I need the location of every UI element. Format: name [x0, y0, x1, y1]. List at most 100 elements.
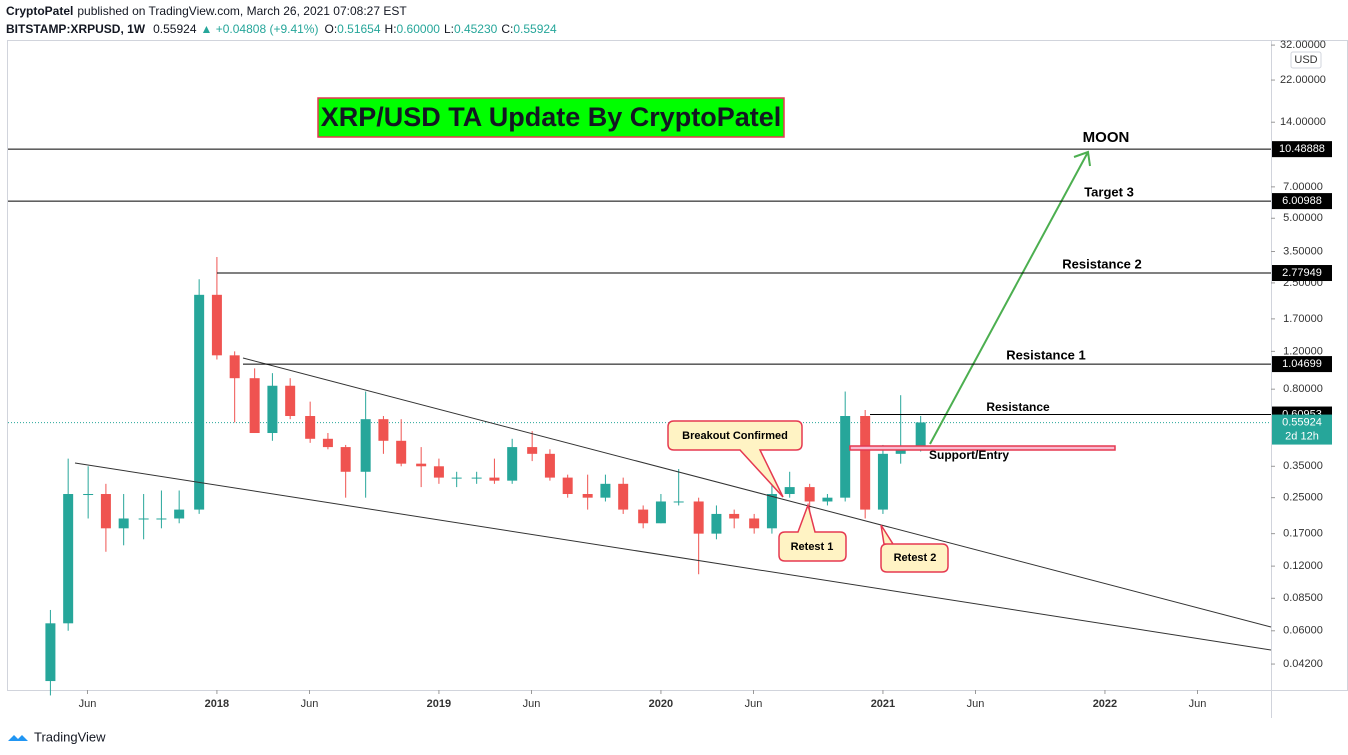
candle-body [396, 440, 407, 464]
candle-body [822, 497, 833, 502]
published: published on TradingView.com, March 26, … [77, 4, 407, 18]
level-label-bg [1272, 193, 1332, 210]
o-label: O: [324, 22, 337, 36]
level-label-bg [1272, 356, 1332, 373]
candle-body [655, 501, 666, 524]
y-tick-label: 0.12000 [1283, 560, 1323, 572]
y-tick-label: 22.00000 [1280, 74, 1326, 86]
candle-body [249, 378, 260, 434]
y-tick-label: 0.17000 [1283, 528, 1323, 540]
candle-body [600, 483, 611, 498]
y-tick-label: 1.70000 [1283, 313, 1323, 325]
last-price-label: 0.55924 [1282, 416, 1322, 428]
c-value: 0.55924 [513, 22, 557, 36]
header-line: CryptoPatel published on TradingView.com,… [6, 4, 407, 18]
candle-body [451, 477, 462, 479]
candle-body [118, 518, 129, 529]
arrow-head [1073, 150, 1091, 167]
candle-body [211, 294, 222, 356]
y-tick-label: 0.08500 [1283, 592, 1323, 604]
y-tick-label: 32.00000 [1280, 39, 1326, 51]
callout-text: Retest 1 [791, 541, 834, 553]
logo-icon [8, 735, 28, 741]
candle-body [267, 385, 278, 434]
candle-body [507, 447, 518, 481]
candle-body [840, 416, 851, 498]
l-value: 0.45230 [454, 22, 498, 36]
y-tick-label: 0.25000 [1283, 492, 1323, 504]
annotation: Resistance [986, 400, 1050, 414]
candle-body [63, 494, 74, 624]
author: CryptoPatel [6, 4, 73, 18]
level-label: 10.48888 [1279, 143, 1325, 155]
x-tick-label: 2020 [649, 698, 673, 710]
y-tick-label: 0.35000 [1283, 460, 1323, 472]
candle-body [471, 477, 482, 479]
h-label: H: [385, 22, 397, 36]
candle-body [83, 494, 94, 496]
candle-body [340, 447, 351, 472]
candle-body [562, 477, 573, 495]
lower-trendline [74, 462, 1272, 651]
countdown: 2d 12h [1285, 430, 1319, 442]
candle-body [693, 501, 704, 534]
title-box [317, 97, 785, 138]
candle-body [156, 518, 167, 520]
candle-body [305, 416, 316, 439]
candle-body [766, 494, 777, 529]
callout-text: Retest 2 [894, 552, 937, 564]
annotation: MOON [1083, 129, 1130, 146]
callout-text: Breakout Confirmed [682, 430, 788, 442]
change: ▲ +0.04808 (+9.41%) [201, 22, 319, 36]
candle-body [174, 509, 185, 519]
x-tick-label: 2018 [205, 698, 229, 710]
level-label: 1.04699 [1282, 358, 1322, 370]
last-price-bg [1272, 414, 1332, 445]
candle-body [433, 466, 444, 478]
upper-trendline [242, 357, 1272, 628]
annotation: Resistance 2 [1062, 256, 1142, 271]
c-label: C: [501, 22, 513, 36]
y-tick-label: 0.04200 [1283, 658, 1323, 670]
x-tick-label: 2021 [871, 698, 895, 710]
candle-body [360, 419, 371, 472]
candle-body [285, 385, 296, 417]
brand: TradingView [34, 729, 106, 744]
annotation: Target 3 [1084, 184, 1134, 199]
candle-body [729, 513, 740, 519]
x-tick-label: Jun [745, 698, 763, 710]
candle-body [378, 419, 389, 441]
candle-body [804, 487, 815, 502]
x-tick-label: Jun [1189, 698, 1207, 710]
x-tick-label: Jun [301, 698, 319, 710]
annotation: Resistance 1 [1006, 347, 1086, 362]
y-tick-label: 0.06000 [1283, 625, 1323, 637]
symbol: BITSTAMP:XRPUSD, 1W [6, 22, 146, 36]
candle-body [618, 483, 629, 510]
y-tick-label: 5.00000 [1283, 212, 1323, 224]
callout [880, 524, 949, 573]
o-value: 0.51654 [337, 22, 381, 36]
candle-body [100, 494, 111, 529]
candle-body [416, 463, 427, 467]
candle-body [582, 494, 593, 498]
candle-body [45, 623, 56, 682]
support-zone [849, 445, 1116, 451]
candle-body [322, 438, 333, 448]
level-label-bg [1272, 141, 1332, 158]
callout [667, 420, 803, 498]
x-tick-label: 2022 [1093, 698, 1117, 710]
x-tick-label: Jun [523, 698, 541, 710]
plot-area [8, 257, 1271, 696]
chart-title: XRP/USD TA Update By CryptoPatel [321, 102, 782, 132]
level-label: 2.77949 [1282, 267, 1322, 279]
y-tick-label: 7.00000 [1283, 181, 1323, 193]
candle-body [229, 355, 240, 379]
x-tick-label: Jun [79, 698, 97, 710]
candle-body [638, 509, 649, 524]
h-value: 0.60000 [397, 22, 441, 36]
y-tick-label: 14.00000 [1280, 116, 1326, 128]
currency-box [1290, 51, 1322, 69]
